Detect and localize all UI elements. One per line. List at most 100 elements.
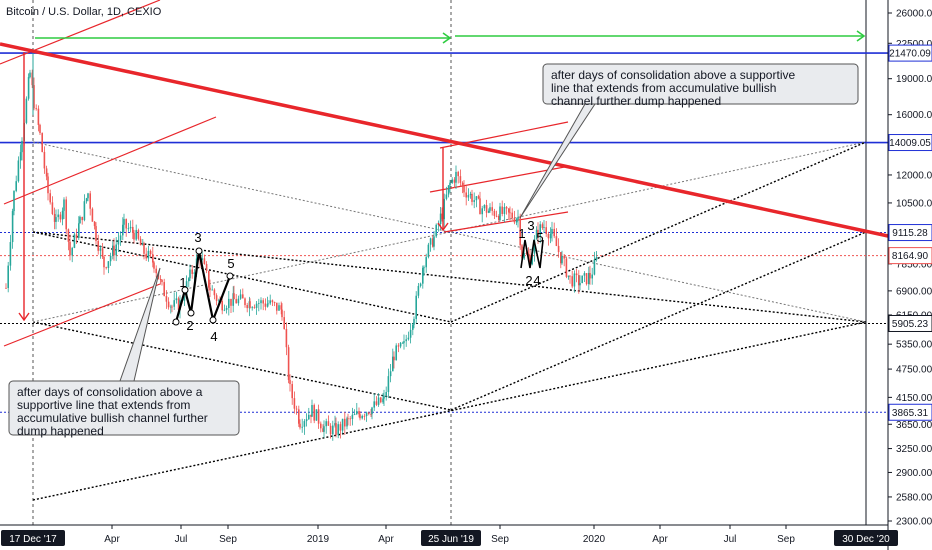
date-badge <box>1 530 65 546</box>
xtick-label: 2020 <box>583 534 606 545</box>
candle-body <box>191 269 193 274</box>
candle-body <box>435 224 437 237</box>
green-arrow-2-head <box>856 30 866 42</box>
candle-body <box>547 233 550 239</box>
candle-body <box>235 299 237 304</box>
candle-body <box>561 255 563 264</box>
chart-title: Bitcoin / U.S. Dollar, 1D, CEXIO <box>6 6 162 18</box>
candle-body <box>363 415 366 417</box>
candle-body <box>230 298 232 306</box>
candle-body <box>560 252 562 264</box>
candle-body <box>308 414 310 420</box>
wave-node <box>209 316 217 324</box>
candle-body <box>315 409 318 421</box>
ytick-label: 2580.00 <box>896 492 932 503</box>
red-channel-line <box>3 116 217 205</box>
candle-body <box>278 305 280 311</box>
candle-body <box>393 356 395 361</box>
candle-body <box>75 234 78 239</box>
drawing-lines <box>0 0 889 501</box>
candle-body <box>213 289 216 296</box>
candle-body <box>473 200 475 202</box>
xtick-label: 2019 <box>307 534 330 545</box>
candle-body <box>405 339 407 342</box>
candle-body <box>112 245 114 256</box>
green-arrow-1-head <box>442 32 452 44</box>
candle-body <box>142 243 144 246</box>
xtick-label: Sep <box>777 534 795 545</box>
red-channel-line <box>439 121 569 149</box>
candle-body <box>223 309 226 311</box>
candle-body <box>285 329 288 348</box>
candle-body <box>451 179 453 183</box>
wave-node <box>226 272 234 280</box>
candle-body <box>33 85 35 109</box>
candle-body <box>129 226 132 229</box>
candle-body <box>283 317 285 330</box>
candle-body <box>239 294 242 299</box>
candle-body <box>563 255 565 259</box>
red-channel-line <box>443 211 569 233</box>
candle-body <box>262 300 264 304</box>
candle-body <box>417 285 420 296</box>
candle-body <box>49 193 51 203</box>
date-badge <box>834 530 898 546</box>
candle-body <box>477 196 480 199</box>
date-badge <box>421 530 481 546</box>
xtick-label: Apr <box>378 534 394 545</box>
candle-body <box>356 411 358 415</box>
candle-body <box>101 248 104 257</box>
candle-body <box>419 283 422 286</box>
candle-body <box>491 207 493 211</box>
candle-body <box>280 305 282 310</box>
dotted-trendline <box>32 231 452 323</box>
candle-body <box>7 265 9 289</box>
candle-body <box>341 418 344 431</box>
candle-body <box>475 196 478 201</box>
wave-label-1: 1 <box>179 275 186 290</box>
candle-body <box>171 306 173 308</box>
candle-body <box>305 419 308 422</box>
candle-body <box>455 171 457 183</box>
candle-body <box>334 423 336 426</box>
candle-body <box>21 140 23 153</box>
candle-body <box>467 195 470 198</box>
candle-body <box>578 275 580 286</box>
candle-body <box>385 391 387 396</box>
candle-body <box>242 294 244 299</box>
wave-node <box>187 309 195 317</box>
candle-body <box>445 194 448 199</box>
candle-body <box>409 329 412 338</box>
wave-label-2: 4 <box>533 273 540 288</box>
candle-body <box>61 210 64 220</box>
candle-body <box>551 228 553 234</box>
candle-body <box>5 287 7 289</box>
price-level-badge <box>888 134 932 152</box>
candle-body <box>387 376 390 392</box>
candle-body <box>132 226 134 233</box>
candle-body <box>93 221 96 227</box>
candle-body <box>407 337 410 340</box>
candle-body <box>505 207 508 209</box>
candle-body <box>103 256 105 268</box>
xtick-label: Apr <box>652 534 668 545</box>
candle-body <box>271 300 274 303</box>
candle-body <box>422 267 424 284</box>
ytick-label: 26000.00 <box>896 9 932 20</box>
callout-right: after days of consolidation above a supp… <box>519 63 859 219</box>
candle-body <box>105 267 107 269</box>
candle-body <box>593 259 596 275</box>
price-level-badge <box>888 314 932 332</box>
candle-body <box>380 397 382 403</box>
candle-body <box>251 307 253 309</box>
candle-body <box>425 257 427 268</box>
candle-body <box>567 275 570 277</box>
candle-body <box>55 217 57 222</box>
candle-body <box>253 307 256 309</box>
candle-body <box>329 425 332 435</box>
candle-body <box>311 405 313 417</box>
candle-body <box>139 238 142 246</box>
candle-body <box>87 193 89 199</box>
candle-body <box>313 405 315 421</box>
ytick-label: 19000.00 <box>896 74 932 85</box>
